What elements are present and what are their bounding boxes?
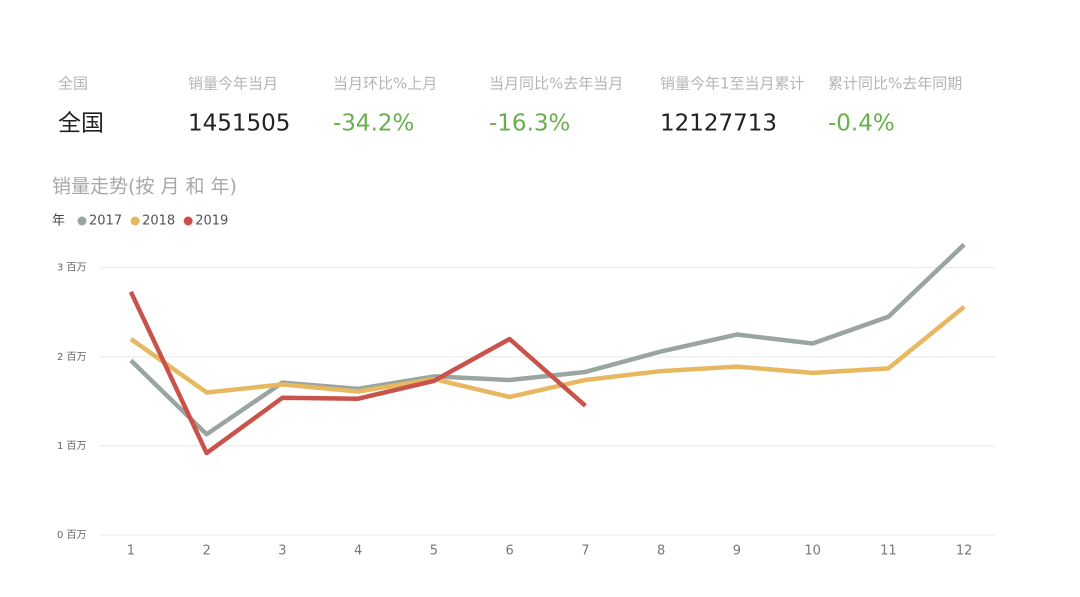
x-tick-label: 11 [880,544,897,559]
x-tick-label: 4 [354,544,362,559]
legend-marker [130,216,140,226]
x-tick-label: 10 [804,544,821,559]
x-tick-label: 12 [956,544,973,559]
x-tick-label: 3 [278,544,286,559]
kpi-label: 全国 [58,75,88,93]
y-tick-label: 2 百万 [57,351,87,363]
y-tick-label: 1 百万 [57,440,87,452]
legend-title: 年 [52,214,65,229]
x-tick-label: 7 [581,544,589,559]
kpi-label: 当月同比%去年当月 [489,75,623,93]
series-line [129,305,966,400]
legend-label: 2018 [142,214,175,229]
x-tick-label: 5 [430,544,438,559]
kpi-value: -16.3% [489,111,570,137]
kpi-label: 当月环比%上月 [333,75,437,93]
kpi-value: -34.2% [333,111,414,137]
legend-label: 2019 [195,214,228,229]
x-tick-label: 1 [127,544,135,559]
series-line [129,242,966,437]
series-line [128,290,587,456]
x-tick-label: 6 [505,544,513,559]
kpi-label: 销量今年当月 [188,75,278,93]
y-tick-label: 3 百万 [57,262,87,274]
kpi-value: -0.4% [828,111,895,137]
kpi-label: 销量今年1至当月累计 [660,75,805,93]
legend-label: 2017 [89,214,122,229]
x-tick-label: 9 [733,544,741,559]
kpi-value: 全国 [58,111,104,137]
chart-title: 销量走势(按 月 和 年) [52,176,237,198]
kpi-value: 1451505 [188,111,290,137]
x-tick-label: 8 [657,544,665,559]
kpi-label: 累计同比%去年同期 [828,75,962,93]
legend-marker [77,216,87,226]
y-tick-label: 0 百万 [57,529,87,541]
legend-marker [183,216,193,226]
kpi-value: 12127713 [660,111,777,137]
x-tick-label: 2 [202,544,210,559]
